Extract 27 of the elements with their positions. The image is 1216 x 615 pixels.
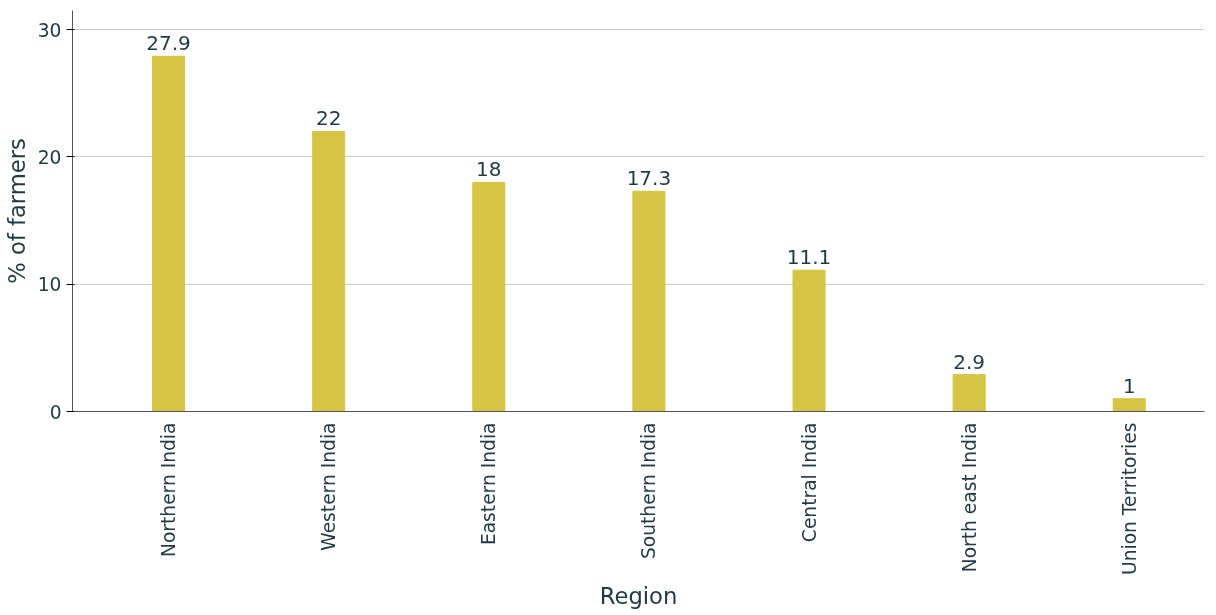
- y-tick-label: 20: [37, 146, 62, 168]
- bar: [792, 269, 826, 412]
- data-label: 18: [476, 157, 502, 182]
- data-label: 11.1: [786, 245, 832, 270]
- bar: [152, 55, 186, 412]
- x-tick-label: Union Territories: [1118, 422, 1140, 576]
- y-tick-label: 30: [37, 19, 62, 41]
- data-label: 22: [315, 106, 342, 131]
- x-tick-label: Western India: [318, 422, 340, 551]
- x-tick-label: Central India: [798, 422, 820, 543]
- x-tick-label: Northern India: [158, 422, 180, 558]
- bar: [312, 130, 346, 412]
- x-axis-title: Region: [599, 583, 678, 610]
- bar: [952, 374, 986, 412]
- data-label: 27.9: [146, 31, 191, 56]
- y-axis-title: % of farmers: [3, 138, 30, 284]
- data-label: 17.3: [626, 166, 672, 191]
- bar: [472, 181, 506, 412]
- bar: [1112, 398, 1146, 412]
- data-label: 1: [1122, 373, 1136, 398]
- x-tick-label: North east India: [958, 422, 980, 573]
- y-tick-label: 0: [49, 401, 62, 423]
- y-tick-label: 10: [37, 274, 62, 296]
- bar: [632, 190, 666, 412]
- data-label: 2.9: [953, 349, 986, 374]
- x-tick-label: Southern India: [638, 422, 660, 560]
- x-tick-label: Eastern India: [478, 422, 500, 546]
